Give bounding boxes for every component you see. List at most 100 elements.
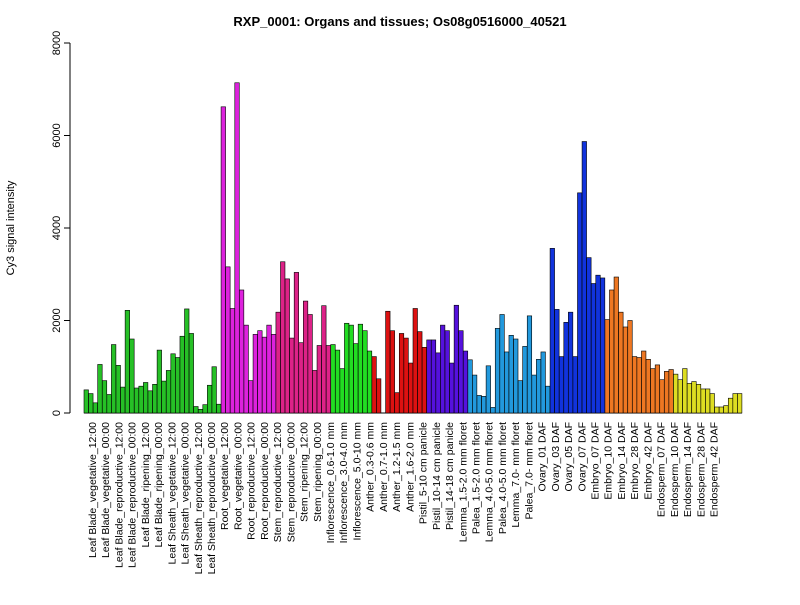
bar [207, 384, 213, 414]
bar [517, 380, 523, 414]
bar [645, 359, 651, 414]
bar [682, 368, 688, 414]
bar [481, 396, 487, 414]
bar [179, 335, 185, 414]
bars [83, 82, 743, 414]
x-tick-label: Inflorescence_0.6-1.0 mm [325, 422, 337, 544]
bar [252, 334, 258, 414]
bar [316, 345, 322, 414]
bar [106, 394, 112, 414]
bar [499, 314, 505, 414]
x-tick-label: Endosperm_14 DAF [682, 422, 694, 517]
bar [330, 344, 336, 414]
bar [92, 402, 98, 414]
x-tick-label: Endosperm_28 DAF [695, 422, 707, 517]
bar [723, 405, 729, 414]
bar [344, 322, 350, 414]
bar [691, 381, 697, 414]
bar [197, 408, 204, 414]
bar [156, 349, 162, 414]
x-tick-label: Anther_1.2-1.5 mm [391, 422, 403, 512]
x-tick-label: Embryo_28 DAF [629, 422, 641, 500]
bar [298, 342, 304, 414]
bar [234, 82, 240, 414]
bar [609, 289, 615, 414]
bar [659, 379, 665, 414]
bar [243, 324, 249, 414]
bar [271, 334, 277, 414]
bar [558, 356, 564, 414]
bar [613, 276, 619, 414]
bar [430, 339, 437, 414]
bar [664, 371, 670, 414]
x-tick-label: Stem_ripening_12:00 [299, 422, 311, 522]
bar [293, 272, 299, 414]
bar [362, 330, 368, 414]
bar [184, 308, 190, 414]
bar [129, 338, 135, 414]
x-tick-label: Leaf Blade_vegetative_12:00 [87, 422, 99, 558]
bar [595, 274, 601, 414]
bar [449, 362, 455, 414]
bar [161, 380, 167, 414]
bar [367, 350, 373, 414]
x-tick-label: Leaf Sheath_reproductive_12:00 [193, 422, 205, 575]
bar [618, 311, 624, 414]
bar [536, 359, 542, 414]
bar [705, 388, 711, 414]
x-tick-label: Anther_0.7-1.0 mm [378, 422, 390, 512]
bar [257, 330, 263, 414]
x-axis-labels: Leaf Blade_vegetative_12:00 Leaf Blade_ve… [87, 422, 721, 575]
bar [467, 359, 473, 414]
bar [590, 283, 596, 414]
y-tick-label: 8000 [51, 31, 63, 55]
y-tick-label: 2000 [51, 308, 63, 332]
bar [175, 357, 181, 414]
x-tick-label: Endosperm_07 DAF [656, 422, 668, 517]
x-tick-label: Leaf Blade_reproductive_00:00 [127, 422, 139, 568]
bar [522, 346, 528, 414]
bar [289, 337, 295, 414]
bar [417, 331, 423, 414]
bar [389, 330, 395, 414]
bar [115, 365, 121, 414]
bar [732, 393, 738, 414]
bar [472, 374, 478, 414]
y-tick-label: 6000 [51, 123, 63, 147]
bar [641, 350, 647, 414]
bar [508, 334, 514, 414]
bar [188, 333, 194, 414]
x-tick-label: Palea_1.5-2.0 mm floret [470, 422, 482, 534]
y-tick-label: 0 [51, 410, 63, 416]
bar [718, 406, 724, 414]
x-tick-label: Lemma_1.5-2.0 mm floret [457, 422, 469, 542]
y-axis-label: Cy3 signal intensity [5, 180, 17, 275]
x-tick-label: Pistil_10-14 cm panicle [431, 422, 443, 530]
bar [225, 266, 231, 414]
y-tick-label: 4000 [51, 216, 63, 240]
bar [673, 373, 679, 414]
bar [458, 330, 464, 414]
bar [412, 308, 418, 414]
x-tick-label: Leaf Sheath_reproductive_00:00 [206, 422, 218, 575]
bar [632, 356, 638, 414]
bar [490, 407, 496, 414]
bar [120, 386, 126, 414]
bar [229, 308, 236, 414]
bar [440, 324, 446, 414]
x-tick-label: Embryo_42 DAF [642, 422, 654, 500]
bar [385, 310, 391, 414]
x-tick-label: Embryo_14 DAF [616, 422, 628, 500]
x-tick-label: Root_vegetative_12:00 [219, 422, 231, 530]
bar [453, 304, 459, 414]
bar [335, 349, 341, 414]
bar [211, 366, 217, 414]
x-tick-label: Stem_ripening_00:00 [312, 422, 324, 522]
bar [435, 352, 441, 414]
bar [101, 380, 108, 414]
bar [312, 370, 318, 414]
bar [636, 357, 642, 414]
x-tick-label: Endosperm_42 DAF [709, 422, 721, 517]
